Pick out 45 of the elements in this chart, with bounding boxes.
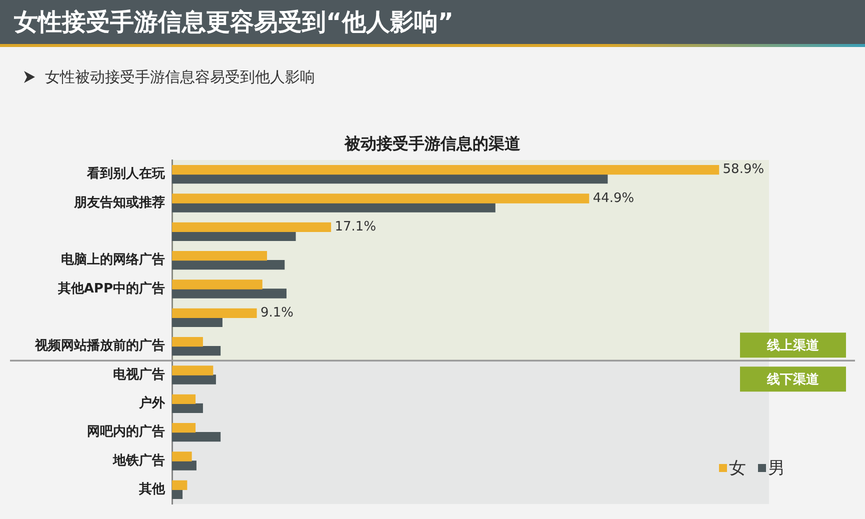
- data-label: 44.9%: [592, 190, 634, 206]
- bar: [172, 346, 221, 356]
- legend-label: 男: [768, 458, 785, 478]
- data-label: 17.1%: [334, 220, 376, 235]
- bar: [172, 423, 196, 433]
- bar: [172, 251, 268, 261]
- bar: [172, 317, 222, 327]
- band-label: 线下渠道: [766, 372, 820, 388]
- y-tick-label: 视频网站播放前的广告: [34, 338, 165, 354]
- bar: [172, 202, 496, 212]
- chart-subtitle: 女性被动接受手游信息容易受到他人影响: [45, 68, 315, 87]
- bar: [172, 403, 203, 413]
- bar: [172, 280, 262, 290]
- bar: [172, 460, 196, 470]
- bar: [172, 394, 196, 404]
- bar: [172, 288, 287, 298]
- bar: [172, 231, 296, 241]
- bar: [172, 452, 192, 462]
- y-tick-label: 网吧内的广告: [87, 424, 165, 440]
- bar: [172, 165, 720, 175]
- y-tick-label: 看到别人在玩: [86, 166, 166, 182]
- bar: [172, 374, 216, 384]
- data-label: 9.1%: [260, 306, 294, 321]
- band-label: 线上渠道: [766, 338, 820, 354]
- bar: [172, 489, 183, 499]
- bar: [172, 432, 221, 442]
- y-tick-label: 电脑上的网络广告: [61, 252, 165, 268]
- y-tick-label: 其他APP中的广告: [56, 280, 165, 296]
- bar: [172, 337, 203, 347]
- text: 被动接受手游信息的渠道: [344, 134, 520, 155]
- bar: [172, 222, 332, 232]
- y-tick-label: 其他: [138, 482, 166, 498]
- chart-title: 女性接受手游信息更容易受到“他人影响”: [14, 7, 454, 38]
- y-tick-label: 户外: [138, 395, 166, 412]
- y-tick-label: 朋友告知或推荐: [73, 194, 165, 210]
- data-label: 58.9%: [722, 162, 764, 178]
- bar: [172, 174, 608, 184]
- y-tick-label: 电视广告: [113, 366, 165, 382]
- bar: [172, 308, 257, 318]
- bar: [172, 260, 285, 270]
- bar: [172, 194, 590, 204]
- y-tick-label: 地铁广告: [112, 452, 165, 468]
- bar: [172, 480, 188, 490]
- bar: [172, 366, 214, 376]
- legend-label: 女: [729, 458, 746, 478]
